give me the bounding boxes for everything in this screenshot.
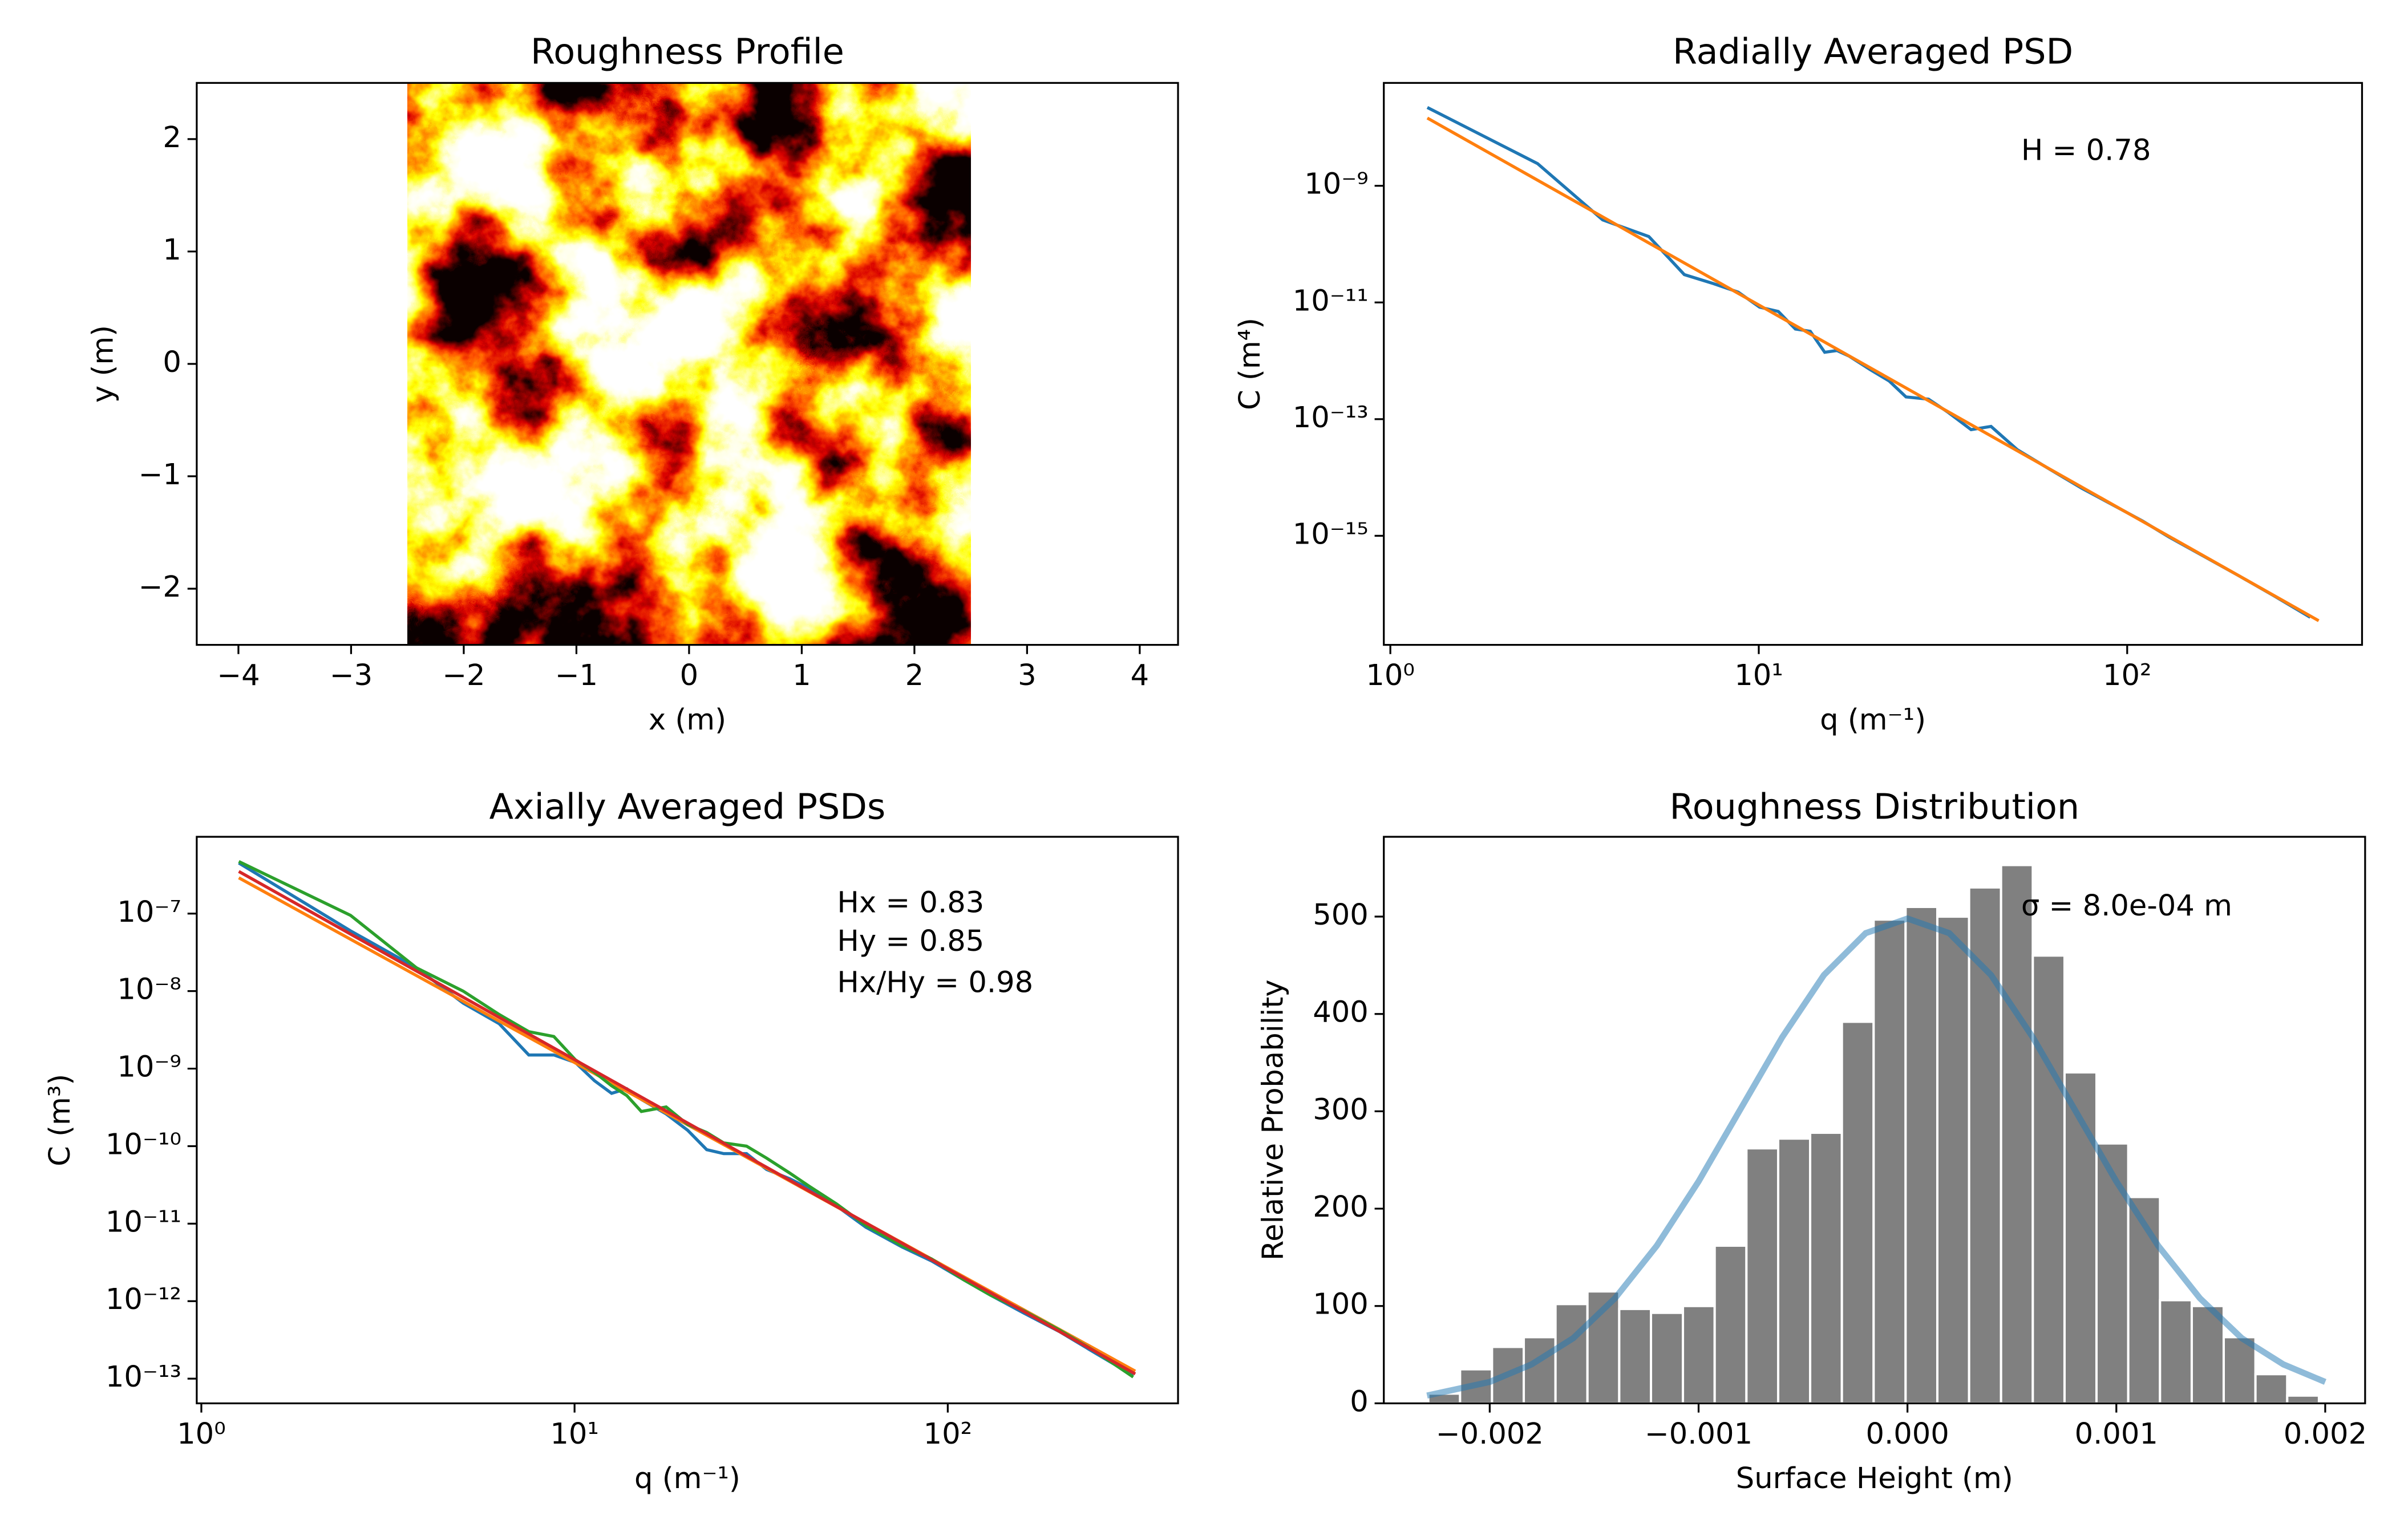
x-tick-label: 1 bbox=[792, 659, 811, 692]
histogram-bar bbox=[2095, 1142, 2130, 1405]
x-axis-label: q (m⁻¹) bbox=[634, 1462, 740, 1496]
annotation: Hy = 0.85 bbox=[837, 925, 984, 958]
y-tick-label: 200 bbox=[1313, 1190, 1369, 1224]
y-tick-label: 0 bbox=[163, 346, 181, 379]
axes-frame bbox=[196, 836, 1179, 1405]
x-tick-label: 0 bbox=[680, 659, 699, 692]
annotation: σ = 8.0e-04 m bbox=[2021, 889, 2232, 923]
y-tick-label: 2 bbox=[163, 121, 181, 155]
fit-curve bbox=[1426, 915, 2327, 1399]
y-tick-label: 10⁻⁹ bbox=[1304, 168, 1369, 201]
histogram-bar bbox=[2000, 864, 2034, 1405]
chart-title: Radially Averaged PSD bbox=[1673, 31, 2073, 72]
x-tick-label: 10¹ bbox=[550, 1417, 599, 1451]
y-tick-label: 10⁻¹¹ bbox=[1293, 284, 1369, 318]
histogram-bar bbox=[2254, 1373, 2289, 1405]
x-tick-label: 0.000 bbox=[1865, 1417, 1949, 1451]
histogram-bar bbox=[1682, 1304, 1716, 1405]
axes-frame bbox=[1383, 836, 2366, 1405]
x-tick-label: 10⁰ bbox=[1366, 659, 1415, 692]
x-tick-label: 10² bbox=[2103, 659, 2152, 692]
x-axis-label: Surface Height (m) bbox=[1736, 1462, 2013, 1496]
y-tick-label: 0 bbox=[1350, 1385, 1369, 1419]
histogram-bar bbox=[1936, 915, 1970, 1405]
line bbox=[238, 870, 1136, 1376]
x-axis-label: q (m⁻¹) bbox=[1820, 703, 1926, 737]
histogram-bar bbox=[1523, 1336, 1557, 1405]
y-axis-label: y (m) bbox=[86, 325, 120, 403]
axes-frame bbox=[1383, 82, 2363, 646]
annotation: Hx = 0.83 bbox=[837, 886, 984, 920]
y-tick-label: −2 bbox=[139, 570, 181, 604]
line bbox=[1426, 116, 2320, 622]
y-tick-label: 10⁻¹³ bbox=[106, 1360, 181, 1394]
chart-title: Axially Averaged PSDs bbox=[489, 787, 886, 828]
x-tick-label: 10¹ bbox=[1734, 659, 1783, 692]
histogram-bar bbox=[1776, 1137, 1812, 1405]
x-tick-label: 4 bbox=[1131, 659, 1150, 692]
y-tick-label: 100 bbox=[1313, 1288, 1369, 1322]
y-tick-label: 500 bbox=[1313, 898, 1369, 932]
chart-title: Roughness Profile bbox=[531, 31, 844, 72]
x-tick-label: 2 bbox=[905, 659, 924, 692]
x-tick-label: 0.002 bbox=[2284, 1417, 2367, 1451]
annotation: H = 0.78 bbox=[2021, 134, 2151, 168]
x-tick-label: 0.001 bbox=[2075, 1417, 2158, 1451]
y-tick-label: 1 bbox=[163, 233, 181, 267]
x-tick-label: −1 bbox=[555, 659, 598, 692]
histogram-bar bbox=[1904, 905, 1939, 1405]
x-tick-label: −0.001 bbox=[1645, 1417, 1753, 1451]
x-tick-label: −0.002 bbox=[1436, 1417, 1544, 1451]
y-tick-label: 10⁻⁸ bbox=[117, 973, 181, 1007]
histogram-bar bbox=[2127, 1195, 2162, 1405]
x-tick-label: 3 bbox=[1018, 659, 1037, 692]
y-tick-label: −1 bbox=[139, 458, 181, 492]
y-tick-label: 10⁻¹⁰ bbox=[106, 1128, 181, 1161]
chart-title: Roughness Distribution bbox=[1670, 787, 2080, 828]
x-tick-label: −4 bbox=[217, 659, 260, 692]
y-tick-label: 10⁻¹³ bbox=[1293, 401, 1369, 435]
histogram-bar bbox=[1872, 918, 1907, 1405]
x-tick-label: 10⁰ bbox=[177, 1417, 226, 1451]
histogram-bar bbox=[1713, 1244, 1748, 1405]
y-tick-label: 400 bbox=[1313, 996, 1369, 1030]
y-tick-label: 10⁻¹⁵ bbox=[1293, 517, 1369, 551]
y-tick-label: 10⁻¹² bbox=[106, 1283, 181, 1316]
x-tick-label: −3 bbox=[330, 659, 373, 692]
histogram-bar bbox=[1745, 1147, 1780, 1405]
histogram-bar bbox=[2286, 1394, 2320, 1405]
annotation: Hx/Hy = 0.98 bbox=[837, 966, 1033, 1000]
y-axis-label: C (m⁴) bbox=[1233, 318, 1267, 410]
histogram-bar bbox=[2063, 1071, 2098, 1405]
y-tick-label: 10⁻¹¹ bbox=[106, 1205, 181, 1239]
y-tick-label: 10⁻⁹ bbox=[117, 1051, 181, 1084]
histogram-bar bbox=[1650, 1311, 1685, 1405]
histogram-bar bbox=[1554, 1303, 1589, 1405]
heatmap-image bbox=[407, 83, 971, 645]
y-tick-label: 10⁻⁷ bbox=[117, 895, 181, 929]
x-tick-label: 10² bbox=[924, 1417, 973, 1451]
y-axis-label: C (m³) bbox=[43, 1074, 77, 1166]
histogram-bar bbox=[2159, 1299, 2193, 1405]
histogram-bar bbox=[1840, 1020, 1875, 1405]
histogram-bar bbox=[1809, 1131, 1843, 1405]
x-tick-label: −2 bbox=[442, 659, 485, 692]
x-axis-label: x (m) bbox=[649, 703, 726, 737]
y-axis-label: Relative Probability bbox=[1257, 979, 1290, 1261]
histogram-bar bbox=[2031, 954, 2066, 1405]
histogram-bar bbox=[1618, 1307, 1653, 1405]
y-tick-label: 300 bbox=[1313, 1093, 1369, 1126]
